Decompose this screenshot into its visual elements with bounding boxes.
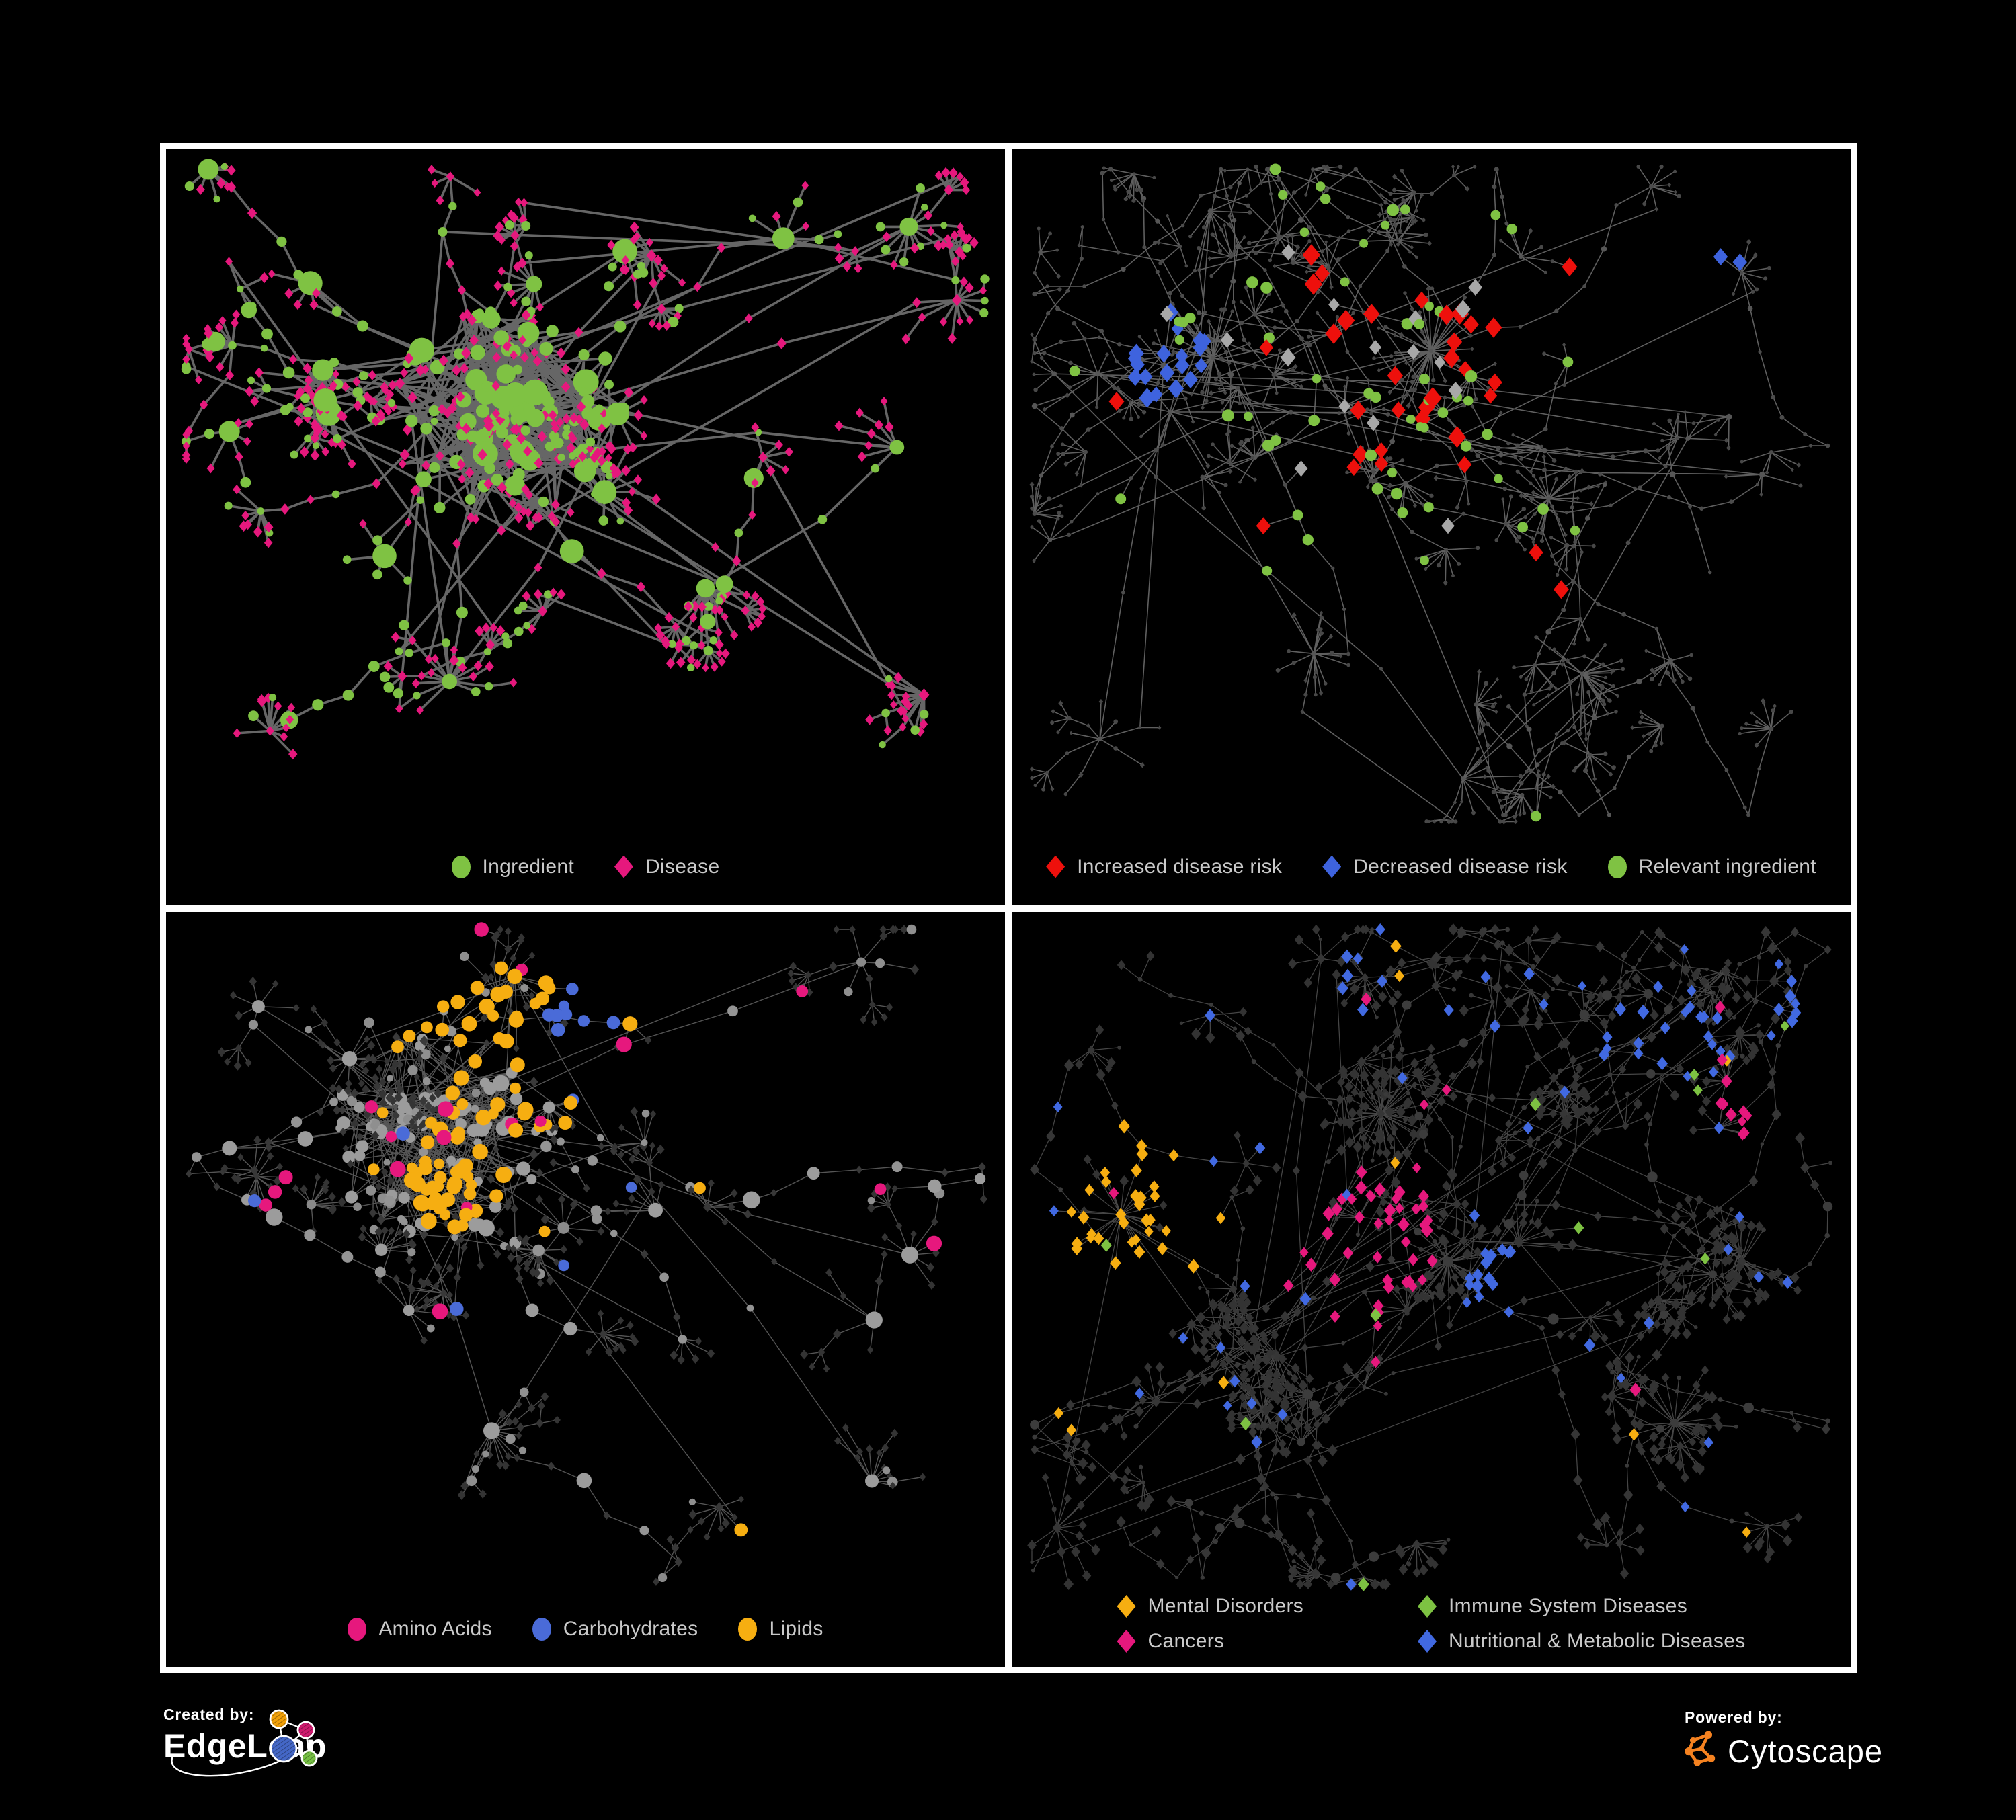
- mental-disorders-diamond-icon: [1117, 1595, 1136, 1618]
- edgeleap-logo-text: EdgeLeap: [163, 1727, 327, 1765]
- cytoscape-logo-text: Cytoscape: [1728, 1733, 1884, 1769]
- powered-by-block: Powered by: Cytoscape: [1685, 1708, 2001, 1816]
- legend-item: Carbohydrates: [532, 1618, 698, 1641]
- legend-item: Lipids: [738, 1618, 823, 1641]
- legend-label: Decreased disease risk: [1353, 855, 1568, 878]
- nutritional-metabolic-diseases-diamond-icon: [1418, 1630, 1437, 1653]
- cancers-diamond-icon: [1117, 1630, 1136, 1653]
- legend-item: Decreased disease risk: [1322, 855, 1568, 878]
- legend-label: Nutritional & Metabolic Diseases: [1449, 1630, 1746, 1652]
- figure-grid: Ingredient Disease Increased disease ris…: [160, 143, 1857, 1673]
- legend-item: Mental Disorders: [1117, 1595, 1304, 1618]
- network-graph-disease-categories: [1027, 923, 1833, 1591]
- disease-diamond-icon: [614, 855, 633, 878]
- legend-label: Ingredient: [482, 855, 574, 878]
- legend-label: Carbohydrates: [563, 1618, 698, 1640]
- legend-item: Disease: [614, 855, 720, 878]
- powered-by-label: Powered by:: [1685, 1708, 1783, 1726]
- panel-ingredient-disease-network: Ingredient Disease: [166, 149, 1005, 905]
- legend-label: Amino Acids: [378, 1618, 492, 1640]
- legend-item: Cancers: [1117, 1630, 1304, 1653]
- legend-label: Relevant ingredient: [1638, 855, 1816, 878]
- cytoscape-logo-icon: [1685, 1731, 1716, 1766]
- legend-item: Increased disease risk: [1046, 855, 1283, 878]
- network-graph-disease-risk: [1029, 163, 1830, 825]
- network-graph-ingredient-disease: [181, 159, 990, 760]
- panel-nutrient-class-network: Amino Acids Carbohydrates Lipids: [166, 911, 1005, 1667]
- panel-disease-risk-network: Increased disease risk Decreased disease…: [1012, 149, 1851, 905]
- legend-label: Lipids: [769, 1618, 823, 1640]
- ingredient-circle-icon: [451, 855, 471, 878]
- amino-acids-circle-icon: [348, 1618, 367, 1641]
- legend-item: Amino Acids: [348, 1618, 491, 1641]
- created-by-label: Created by:: [163, 1706, 255, 1723]
- legend-label: Disease: [645, 855, 720, 878]
- legend-item: Nutritional & Metabolic Diseases: [1418, 1630, 1745, 1653]
- decreased-risk-diamond-icon: [1322, 855, 1342, 878]
- legend-item: Ingredient: [451, 855, 574, 878]
- legend-item: Immune System Diseases: [1418, 1595, 1745, 1618]
- legend-nutrient-classes: Amino Acids Carbohydrates Lipids: [166, 1618, 1005, 1641]
- legend-disease-risk: Increased disease risk Decreased disease…: [1012, 855, 1851, 878]
- legend-ingredient-disease: Ingredient Disease: [166, 855, 1005, 878]
- legend-label: Cancers: [1147, 1630, 1225, 1652]
- legend-label: Mental Disorders: [1147, 1595, 1304, 1617]
- lipids-circle-icon: [738, 1618, 758, 1641]
- panel-disease-category-network: Mental Disorders Immune System Diseases …: [1012, 911, 1851, 1667]
- network-graph-nutrient-classes: [186, 921, 988, 1586]
- carbohydrates-circle-icon: [532, 1618, 551, 1641]
- legend-disease-categories: Mental Disorders Immune System Diseases …: [1012, 1595, 1851, 1653]
- created-by-block: Created by: EdgeLeap: [163, 1706, 486, 1820]
- legend-label: Immune System Diseases: [1449, 1595, 1688, 1617]
- increased-risk-diamond-icon: [1046, 855, 1065, 878]
- relevant-ingredient-circle-icon: [1607, 855, 1627, 878]
- immune-system-diseases-diamond-icon: [1418, 1595, 1437, 1618]
- legend-label: Increased disease risk: [1077, 855, 1283, 878]
- legend-item: Relevant ingredient: [1607, 855, 1816, 878]
